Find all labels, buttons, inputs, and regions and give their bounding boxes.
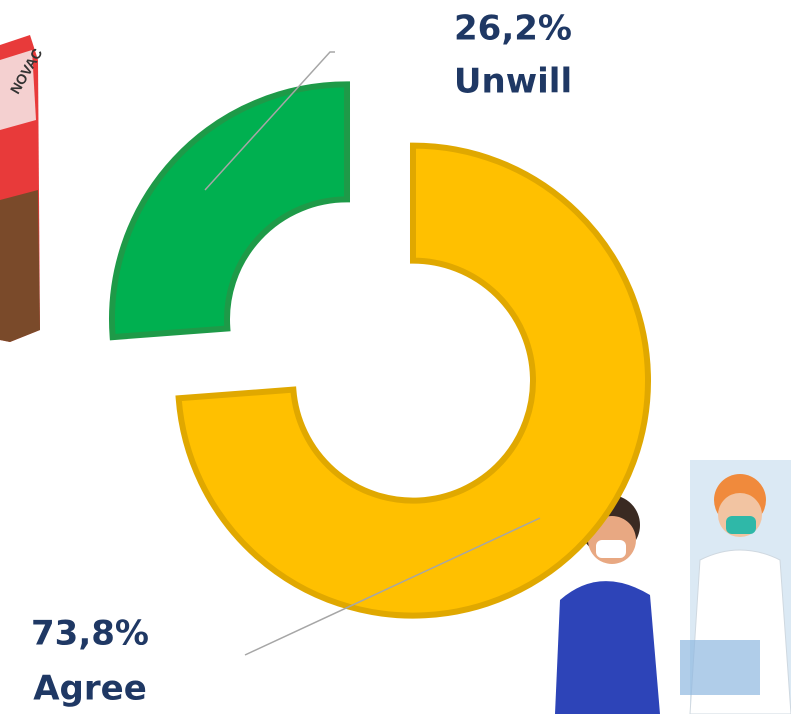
- leader-line: [244, 517, 541, 656]
- category-label: Agree: [33, 669, 147, 709]
- leader-line: [204, 51, 335, 191]
- category-label: Unwill: [454, 62, 572, 102]
- value-label: 26,2%: [454, 9, 572, 49]
- value-label: 73,8%: [31, 614, 149, 654]
- donut-slice: [175, 142, 651, 619]
- right-illustration: [555, 460, 791, 714]
- left-illustration: NOVAC: [0, 35, 45, 342]
- donut-slice: [109, 81, 351, 341]
